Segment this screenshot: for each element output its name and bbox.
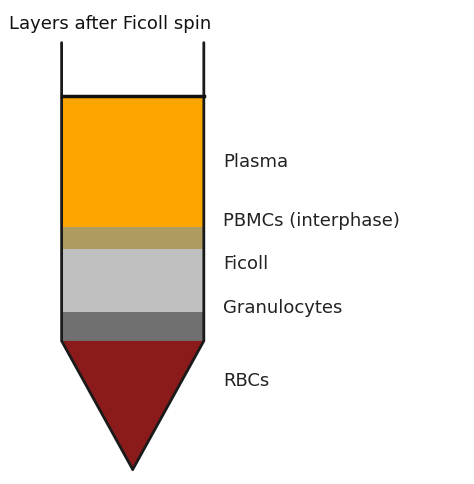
Polygon shape	[62, 44, 204, 97]
Text: Granulocytes: Granulocytes	[223, 298, 342, 317]
Polygon shape	[62, 97, 204, 227]
Polygon shape	[62, 249, 204, 312]
Polygon shape	[62, 227, 204, 249]
Text: Layers after Ficoll spin: Layers after Ficoll spin	[9, 15, 212, 32]
Text: PBMCs (interphase): PBMCs (interphase)	[223, 211, 400, 229]
Polygon shape	[62, 341, 204, 469]
Polygon shape	[62, 312, 204, 341]
Text: RBCs: RBCs	[223, 371, 269, 389]
Text: Ficoll: Ficoll	[223, 255, 268, 273]
Text: Plasma: Plasma	[223, 153, 288, 171]
